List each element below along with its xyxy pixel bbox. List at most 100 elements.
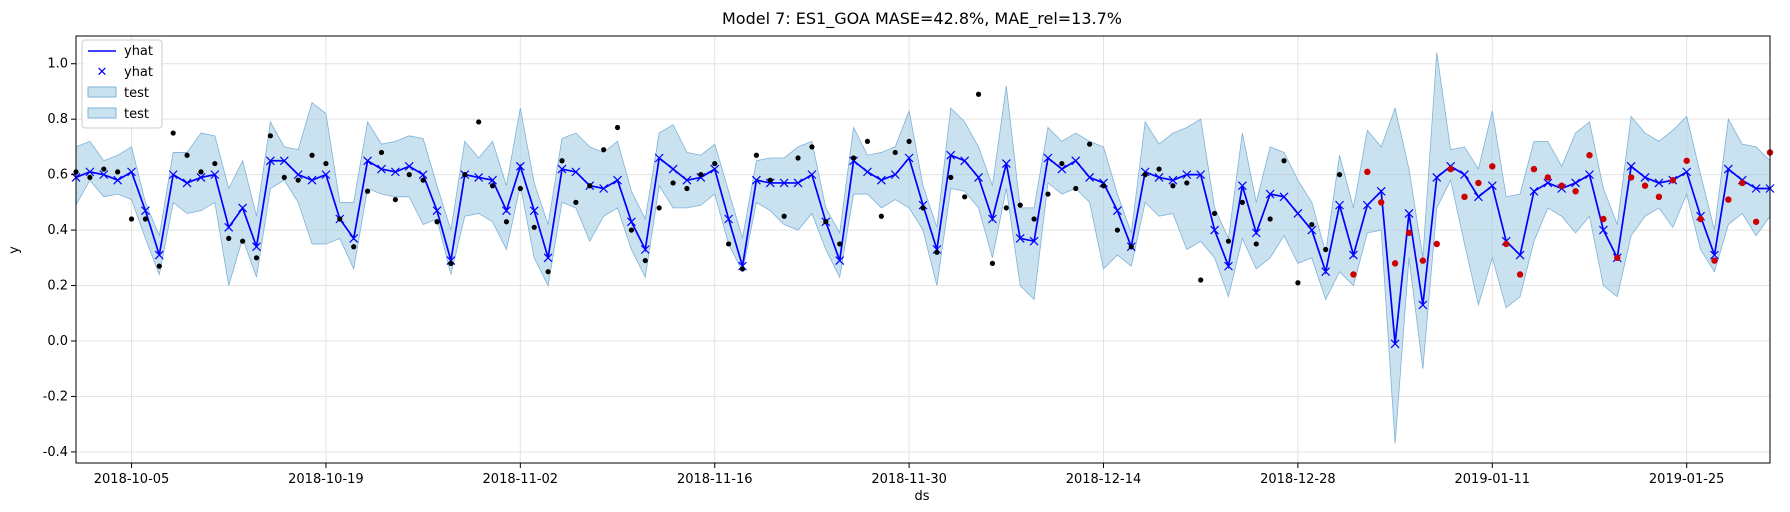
test-point — [1364, 168, 1371, 176]
forecast-marker — [154, 250, 164, 260]
forecast-marker — [404, 161, 414, 171]
forecast-marker-stroke — [196, 172, 206, 182]
forecast-marker — [432, 206, 442, 216]
forecast-marker-stroke — [988, 214, 997, 224]
observed-point — [1239, 199, 1245, 205]
forecast-marker — [1654, 178, 1664, 188]
forecast-marker-stroke — [1390, 339, 1400, 349]
legend-box — [81, 39, 163, 129]
forecast-marker-stroke — [849, 156, 858, 166]
forecast-marker-stroke — [321, 170, 331, 180]
observed-point — [489, 183, 496, 189]
forecast-marker — [835, 256, 845, 266]
forecast-marker — [988, 214, 997, 224]
plot-frame — [75, 35, 1771, 464]
forecast-marker-stroke — [1349, 250, 1358, 260]
forecast-marker-stroke — [1626, 161, 1636, 171]
forecast-marker — [224, 222, 234, 232]
forecast-marker — [1043, 153, 1053, 163]
observed-point — [656, 205, 662, 211]
forecast-marker-stroke — [1571, 178, 1581, 188]
test-point — [1461, 193, 1468, 201]
forecast-marker — [1585, 170, 1594, 180]
forecast-marker — [1349, 250, 1358, 260]
observed-point — [378, 149, 385, 156]
forecast-marker-stroke — [390, 167, 400, 177]
forecast-marker — [377, 164, 386, 174]
observed-point — [753, 152, 759, 158]
forecast-marker — [1321, 267, 1331, 277]
forecast-marker — [1085, 172, 1095, 182]
observed-points-layer — [73, 91, 1774, 286]
x-tick-label: 2018-11-16 — [677, 472, 753, 487]
forecast-marker-stroke — [1112, 206, 1122, 216]
test-point — [1752, 218, 1760, 225]
y-axis-label: y — [7, 246, 22, 254]
test-point — [1600, 215, 1607, 223]
forecast-marker-stroke — [1335, 200, 1344, 210]
observed-point — [850, 155, 857, 161]
forecast-marker-stroke — [377, 164, 386, 174]
forecast-marker-stroke — [654, 153, 664, 163]
y-tick-label: 1.0 — [47, 57, 68, 72]
observed-point — [545, 269, 551, 275]
forecast-marker-stroke — [1293, 209, 1303, 218]
forecast-marker — [807, 170, 817, 180]
observed-point — [712, 160, 718, 167]
forecast-marker — [1279, 192, 1289, 202]
observed-point — [1045, 191, 1051, 197]
observed-point — [962, 194, 968, 200]
forecast-marker-stroke — [1071, 156, 1081, 166]
forecast-marker — [1196, 170, 1206, 180]
y-tick-label: -0.2 — [43, 389, 68, 404]
forecast-marker-stroke — [529, 206, 539, 216]
forecast-marker-stroke — [1723, 164, 1733, 174]
forecast-marker-stroke — [1224, 261, 1233, 271]
forecast-marker-stroke — [1196, 170, 1206, 180]
forecast-marker-stroke — [238, 203, 248, 213]
forecast-marker — [863, 167, 872, 177]
forecast-marker-stroke — [1251, 228, 1261, 238]
observed-point — [392, 196, 398, 203]
forecast-marker — [1307, 225, 1317, 235]
forecast-marker-stroke — [571, 167, 581, 177]
forecast-marker-stroke — [1460, 170, 1469, 180]
forecast-marker — [1112, 206, 1122, 216]
test-point — [1516, 271, 1524, 278]
forecast-marker-stroke — [1307, 225, 1317, 235]
observed-point — [1100, 183, 1107, 189]
forecast-marker — [1682, 167, 1692, 177]
forecast-marker-stroke — [1418, 300, 1428, 310]
forecast-marker-stroke — [224, 222, 234, 232]
forecast-marker — [932, 245, 942, 254]
observed-point — [476, 119, 482, 125]
forecast-marker — [502, 206, 511, 216]
observed-point — [781, 213, 787, 219]
test-point — [1614, 254, 1621, 262]
test-point — [1544, 174, 1552, 181]
forecast-marker-stroke — [168, 170, 178, 180]
y-tick-label: 0.2 — [47, 279, 68, 294]
forecast-marker — [1015, 233, 1025, 243]
observed-point — [1031, 216, 1037, 222]
forecast-marker — [168, 170, 178, 180]
forecast-marker — [1710, 250, 1719, 260]
forecast-marker-stroke — [252, 242, 261, 252]
forecast-marker — [765, 178, 775, 188]
forecast-marker — [710, 164, 720, 174]
forecast-marker-stroke — [141, 206, 150, 216]
forecast-marker-stroke — [863, 167, 872, 177]
legend: yhat ✕ yhat test test — [81, 39, 163, 129]
forecast-marker-stroke — [738, 261, 747, 271]
observed-point — [170, 130, 176, 136]
forecast-marker — [1029, 236, 1039, 246]
forecast-marker-stroke — [1182, 170, 1192, 180]
observed-point — [448, 260, 454, 266]
forecast-marker — [1640, 172, 1650, 182]
forecast-marker-stroke — [265, 156, 275, 166]
forecast-marker — [363, 156, 373, 166]
forecast-marker — [1182, 170, 1192, 180]
forecast-marker — [738, 261, 747, 271]
observed-point — [864, 138, 871, 144]
x-tick-label: 2018-12-28 — [1260, 472, 1336, 487]
